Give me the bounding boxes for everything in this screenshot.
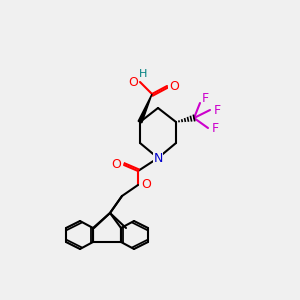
Text: N: N: [153, 152, 163, 164]
Text: O: O: [111, 158, 121, 172]
Text: H: H: [139, 69, 147, 79]
Text: O: O: [141, 178, 151, 191]
Text: F: F: [212, 122, 219, 134]
Polygon shape: [138, 94, 152, 123]
Text: F: F: [201, 92, 208, 104]
Text: O: O: [169, 80, 179, 92]
Text: F: F: [213, 103, 220, 116]
Text: O: O: [128, 76, 138, 88]
